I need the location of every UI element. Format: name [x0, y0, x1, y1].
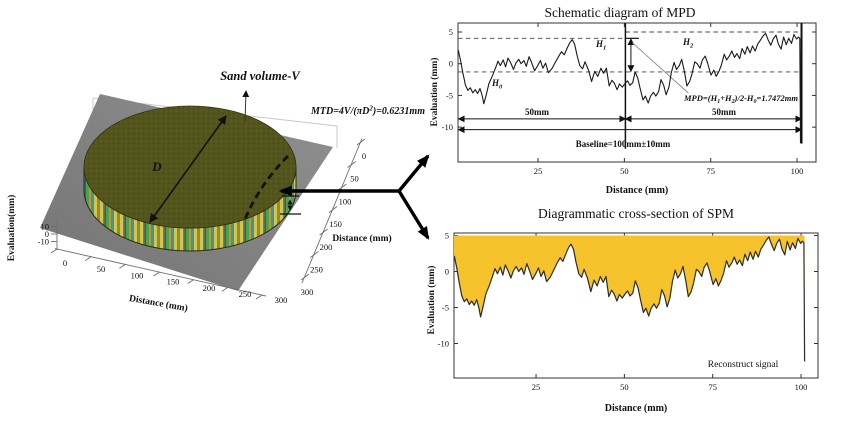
y-tick-label: -10	[442, 122, 453, 132]
y-tick-mark	[300, 273, 310, 281]
mpd-ylabel: Evaluation (mm)	[429, 58, 440, 127]
diameter-arrow	[149, 115, 227, 223]
mpd-span-left-label: 50mm	[525, 107, 549, 117]
connector-arrow-to-mpd	[397, 154, 430, 193]
profile-curve	[458, 32, 802, 144]
mpd-formula: MPD=(H1+H2)/2-H0=1.7472mm	[683, 93, 798, 105]
diameter-label: D	[151, 159, 162, 174]
y-tick-mark	[338, 183, 347, 191]
y-tick-label: 100	[339, 196, 352, 206]
mpd-panel: Schematic diagram of MPD 25 50 75 10050-5-1…	[429, 5, 817, 196]
y-tick-label: 5	[449, 27, 453, 37]
spm-xlabel: Distance (mm)	[605, 403, 667, 414]
x-tick-label: 100	[791, 166, 804, 176]
connector-arrows	[278, 154, 430, 240]
x-tick-mark	[221, 286, 229, 292]
y-tick-mark	[310, 251, 319, 258]
y-tick-label: 0	[362, 151, 366, 161]
x-tick-label: 300	[275, 295, 288, 305]
sand-patch-3d-panel: D Sand volume-V MTD=4V/(πD2)=0.6231mm Ev…	[6, 69, 425, 314]
y-tick-label: 5	[445, 231, 449, 241]
x-axis-line	[54, 248, 267, 297]
y-tick-label: 250	[310, 265, 323, 275]
spm-panel: Diagrammatic cross-section of SPM 25 50 75…	[426, 206, 819, 414]
cross-section-chord	[242, 155, 289, 223]
x-axis-label: Distance (mm)	[128, 293, 188, 314]
formula-leader-line	[632, 42, 689, 94]
x-tick-mark	[50, 248, 58, 254]
connector-arrow-to-spm	[397, 190, 430, 240]
y-tick-label: -10	[438, 339, 449, 349]
mpd-h0-label: H0	[491, 78, 503, 91]
profile-curve	[454, 236, 806, 362]
y-tick-label: 150	[329, 219, 342, 229]
reconstructed-area-fill	[454, 235, 805, 362]
x-tick-label: 0	[63, 258, 67, 268]
z-tick-label: -10	[38, 237, 49, 247]
mtd-formula: MTD=4V/(πD2)=0.6231mm	[310, 105, 425, 118]
sand-volume-label: Sand volume-V	[220, 69, 301, 83]
y-tick-label: 0	[449, 59, 453, 69]
x-tick-label: 75	[708, 382, 717, 392]
spm-content	[454, 235, 806, 362]
y-tick-label: 200	[320, 242, 333, 252]
x-tick-label: 150	[167, 277, 180, 287]
sand-patch-axes: 100-100501001502002503000501001502002503…	[38, 138, 366, 305]
y-tick-label: 300	[301, 287, 314, 297]
x-tick-label: 50	[620, 382, 629, 392]
z-tick-label: 0	[45, 229, 49, 239]
y-tick-mark	[347, 161, 356, 168]
y-axis-label-right: Distance (mm)	[332, 233, 391, 244]
y-tick-label: 0	[445, 267, 449, 277]
y-tick-mark	[319, 228, 328, 236]
x-tick-label: 100	[795, 382, 808, 392]
x-tick-label: 50	[97, 264, 106, 274]
plot-frame	[457, 22, 817, 163]
x-tick-mark	[119, 263, 126, 269]
x-tick-mark	[84, 256, 92, 262]
plot-frame	[453, 232, 819, 379]
x-tick-label: 25	[534, 166, 543, 176]
x-tick-mark	[255, 294, 263, 300]
x-tick-mark	[187, 279, 194, 285]
y-tick-label: 50	[350, 174, 359, 184]
spm-ylabel: Evaluation (mm)	[426, 266, 437, 335]
y-tick-mark	[356, 138, 366, 146]
sand-volume-arrow	[242, 90, 250, 123]
y-tick-label: -5	[442, 303, 449, 313]
mpd-baseline-label: Baseline=100mm±10mm	[576, 139, 671, 149]
spm-signal-label: Reconstruct signal	[708, 360, 779, 370]
x-tick-label: 250	[239, 289, 252, 299]
y-tick-label: -5	[446, 90, 453, 100]
x-tick-label: 75	[706, 166, 715, 176]
z-axis-label: Evaluation(mm)	[6, 195, 17, 262]
x-tick-label: 50	[620, 166, 629, 176]
mpd-content	[458, 23, 803, 149]
mpd-title: Schematic diagram of MPD	[544, 5, 695, 20]
mpd-span-right-label: 50mm	[712, 107, 736, 117]
mpd-xlabel: Distance (mm)	[606, 185, 668, 196]
x-tick-label: 25	[532, 382, 541, 392]
x-tick-label: 100	[131, 270, 144, 280]
z-tick-label: 10	[41, 222, 50, 232]
y-tick-mark	[328, 206, 338, 213]
mpd-h1-label: H1	[595, 39, 606, 52]
x-tick-label: 200	[203, 283, 216, 293]
x-tick-mark	[153, 271, 160, 277]
mpd-h2-label: H2	[682, 37, 694, 50]
spm-title: Diagrammatic cross-section of SPM	[538, 206, 734, 221]
